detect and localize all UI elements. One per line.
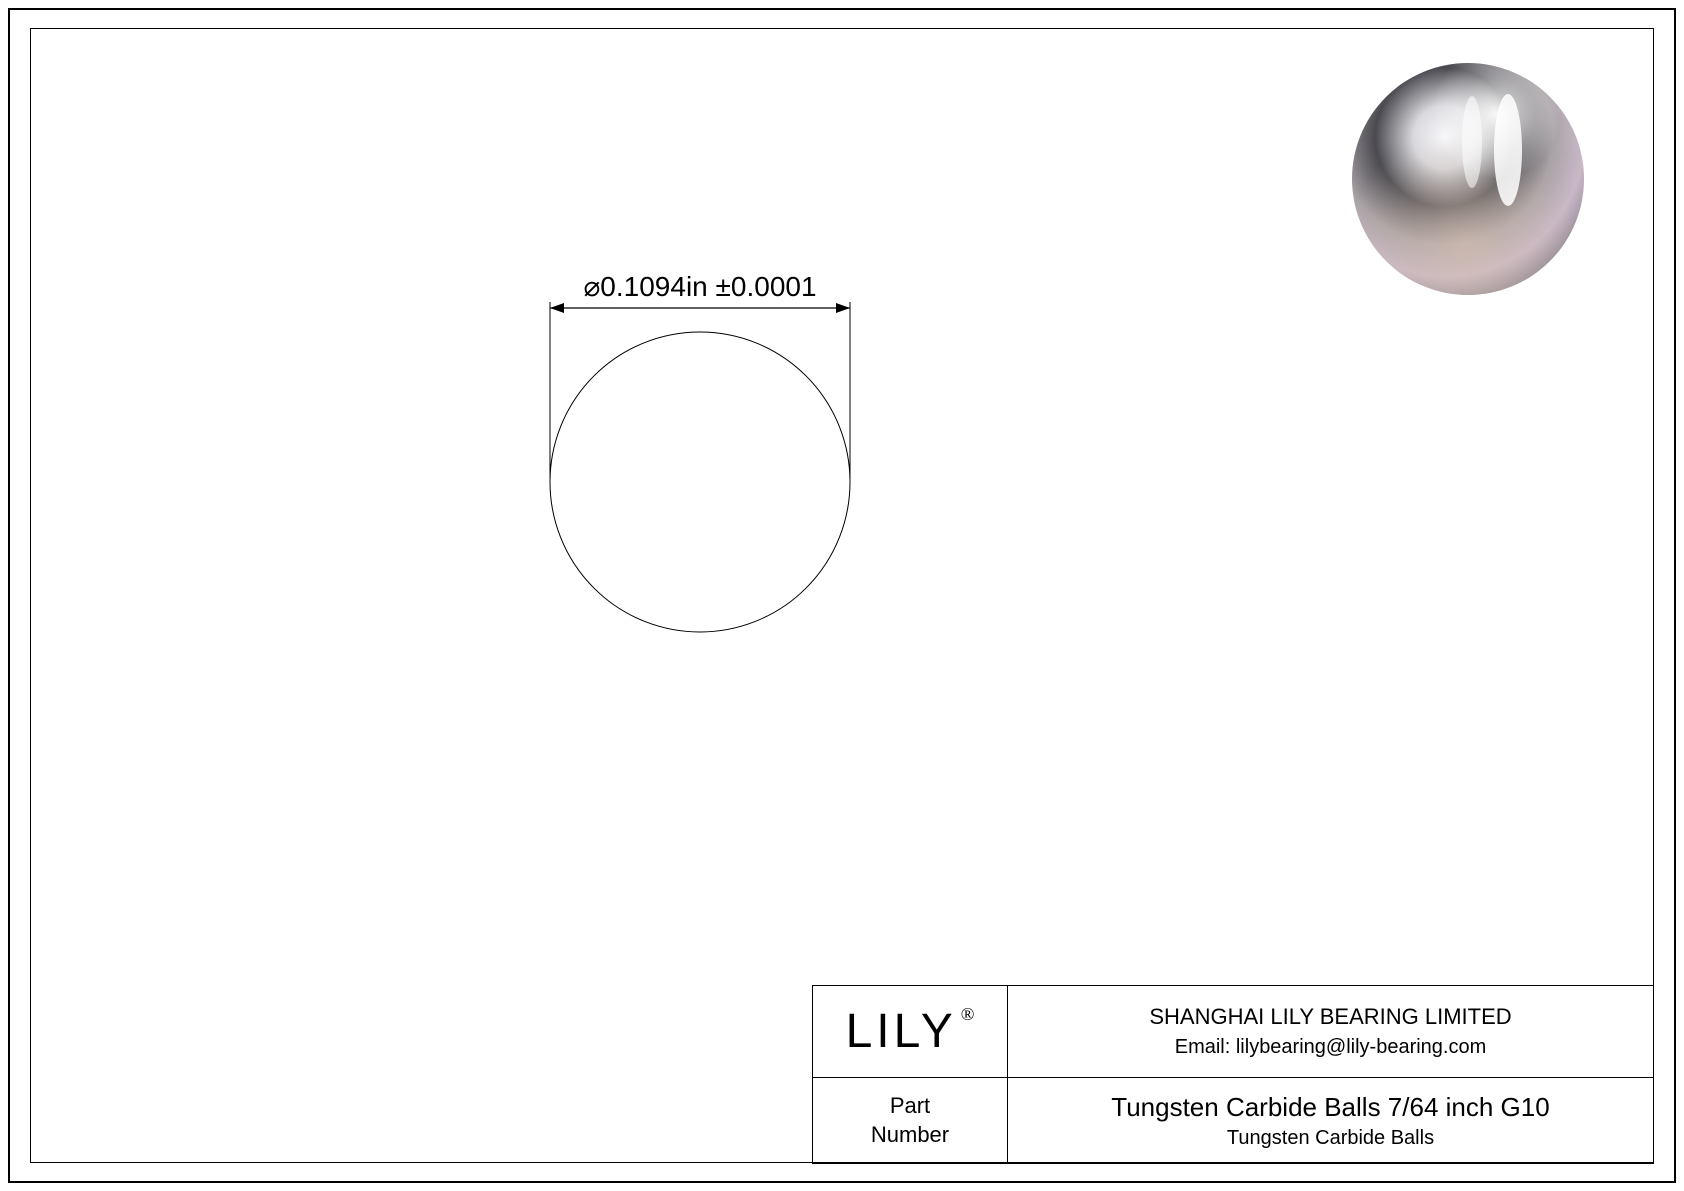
company-cell: SHANGHAI LILY BEARING LIMITED Email: lil… [1008,986,1654,1078]
page: ⌀0.1094in ±0.0001 LILY® SHANGHAI LILY BE… [0,0,1684,1191]
registered-mark: ® [961,1004,975,1024]
rendered-ball [1352,63,1584,295]
dimension-arrow-left [550,303,564,313]
dimension-arrow-right [836,303,850,313]
company-name: SHANGHAI LILY BEARING LIMITED [1026,1004,1635,1030]
title-block: LILY® SHANGHAI LILY BEARING LIMITED Emai… [812,985,1654,1164]
product-cell: Tungsten Carbide Balls 7/64 inch G10 Tun… [1008,1078,1654,1164]
part-label-line1: Part [831,1092,989,1121]
product-title: Tungsten Carbide Balls 7/64 inch G10 [1026,1092,1635,1123]
dimension-label: ⌀0.1094in ±0.0001 [570,270,830,303]
ball-outline [550,332,850,632]
logo-cell: LILY® [813,986,1008,1078]
company-email: Email: lilybearing@lily-bearing.com [1026,1036,1635,1059]
product-subtitle: Tungsten Carbide Balls [1026,1127,1635,1150]
part-number-label-cell: Part Number [813,1078,1008,1164]
logo-text: LILY [846,1005,957,1058]
part-label-line2: Number [831,1121,989,1150]
